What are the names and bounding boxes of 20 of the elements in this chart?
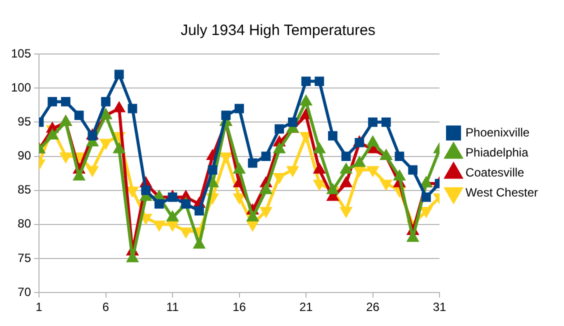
y-tick-label: 70 xyxy=(18,284,32,299)
y-tick-label: 95 xyxy=(18,114,32,128)
x-tick-label: 26 xyxy=(366,300,380,314)
y-tick-label: 90 xyxy=(18,148,32,163)
x-tick-label: 6 xyxy=(102,300,110,314)
y-tick-label: 85 xyxy=(18,182,32,197)
y-tick-label: 100 xyxy=(10,80,32,94)
legend-label: Phiadelphia xyxy=(466,145,529,160)
x-tick-label: 16 xyxy=(232,300,246,314)
chart-title: July 1934 High Temperatures xyxy=(180,22,376,40)
y-tick-label: 80 xyxy=(18,216,32,231)
x-tick-label: 21 xyxy=(299,300,314,314)
x-tick-label: 11 xyxy=(166,300,180,314)
y-tick-label: 105 xyxy=(10,46,32,60)
legend-label: Coatesville xyxy=(466,165,525,180)
legend-label: Phoenixville xyxy=(466,125,530,140)
legend-label: West Chester xyxy=(466,185,538,200)
y-tick-label: 75 xyxy=(18,250,32,265)
x-tick-label: 1 xyxy=(36,300,43,314)
x-tick-label: 31 xyxy=(432,300,447,314)
